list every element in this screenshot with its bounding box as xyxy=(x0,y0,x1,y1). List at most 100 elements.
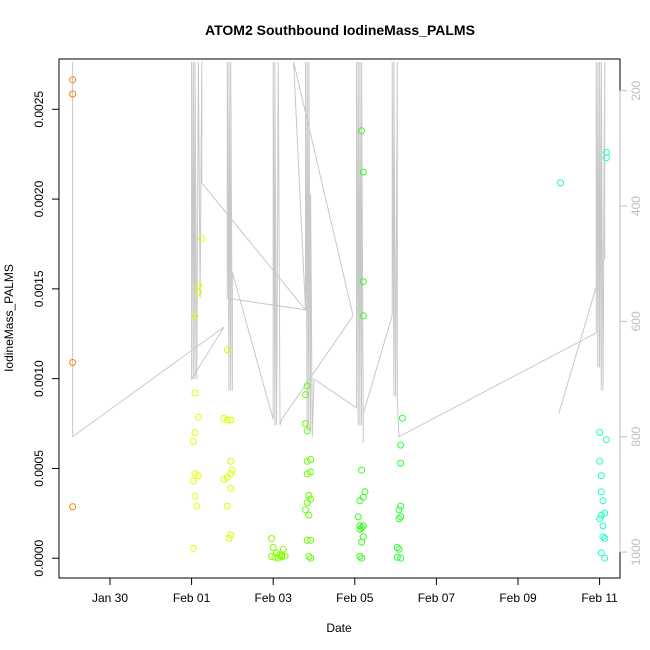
data-point xyxy=(356,497,364,505)
data-point xyxy=(307,536,315,544)
data-point xyxy=(305,491,313,499)
x-axis-label: Date xyxy=(326,621,352,635)
data-point xyxy=(268,552,275,560)
data-point xyxy=(227,457,235,465)
data-point xyxy=(227,416,235,424)
data-point xyxy=(220,475,228,483)
data-point xyxy=(194,472,202,480)
data-point xyxy=(597,472,605,480)
data-point xyxy=(69,359,77,366)
data-point xyxy=(271,553,279,561)
data-point xyxy=(189,477,197,485)
data-point xyxy=(191,312,199,320)
data-point xyxy=(393,553,401,561)
data-point xyxy=(225,535,233,542)
data-point xyxy=(358,554,366,562)
data-point xyxy=(69,76,77,84)
data-point xyxy=(303,470,311,478)
data-point xyxy=(191,492,199,500)
data-point xyxy=(596,515,604,523)
x-axis: Jan 30 Feb 01 Feb 03 Feb 05 Feb 07 Feb 09 Feb … xyxy=(92,577,618,605)
data-point xyxy=(596,457,604,465)
data-point xyxy=(269,544,277,551)
x-tick-label: Feb 11 xyxy=(581,591,618,605)
y-axis-label: IodineMass_PALMS xyxy=(2,264,16,372)
data-point xyxy=(220,414,228,422)
data-point xyxy=(193,502,201,510)
data-point xyxy=(191,429,199,436)
data-point xyxy=(359,168,367,176)
plot-frame xyxy=(58,58,621,579)
data-point xyxy=(596,429,604,436)
data-point xyxy=(307,495,315,503)
data-point xyxy=(228,466,236,474)
data-point xyxy=(354,513,362,521)
right-tick-label: 200 xyxy=(629,80,643,100)
data-point xyxy=(227,531,235,539)
data-point xyxy=(303,382,311,390)
data-point xyxy=(189,438,197,445)
y-tick-label: 0.0010 xyxy=(32,360,46,397)
data-point xyxy=(358,538,366,546)
data-point xyxy=(194,281,202,289)
data-point xyxy=(194,413,202,421)
data-point xyxy=(358,466,366,474)
data-point xyxy=(305,511,313,519)
data-point xyxy=(602,148,610,156)
y-tick-label: 0.0020 xyxy=(32,180,46,217)
data-point xyxy=(307,456,315,463)
data-point xyxy=(597,511,605,519)
x-tick-label: Jan 30 xyxy=(92,591,128,605)
data-point xyxy=(303,427,311,435)
data-point xyxy=(305,552,313,560)
data-point xyxy=(601,509,609,517)
data-point xyxy=(307,468,315,476)
data-point xyxy=(279,545,287,553)
data-point xyxy=(397,459,405,467)
data-point xyxy=(189,544,197,552)
right-tick-label: 600 xyxy=(629,311,643,331)
data-point xyxy=(223,502,231,510)
data-point xyxy=(397,554,405,562)
data-point xyxy=(69,90,77,98)
data-point xyxy=(602,154,610,162)
data-point xyxy=(599,533,607,541)
altitude-line xyxy=(72,61,606,443)
data-point xyxy=(356,522,364,530)
data-point xyxy=(191,389,199,397)
data-point xyxy=(395,506,403,514)
data-point xyxy=(359,278,367,286)
data-point xyxy=(557,179,564,187)
data-point xyxy=(302,391,309,399)
data-point xyxy=(227,484,235,492)
data-point xyxy=(397,441,405,449)
data-point xyxy=(307,554,315,562)
data-point xyxy=(597,549,605,557)
data-point xyxy=(601,554,609,562)
data-point xyxy=(395,545,403,553)
data-point xyxy=(393,544,401,551)
data-point xyxy=(599,522,607,530)
right-tick-label: 1000 xyxy=(629,538,643,565)
data-point xyxy=(223,346,231,354)
data-point xyxy=(398,414,406,422)
data-point xyxy=(397,513,405,521)
y-tick-label: 0.0005 xyxy=(32,450,46,487)
data-point xyxy=(597,488,605,496)
y-tick-label: 0.0015 xyxy=(32,270,46,307)
data-point xyxy=(223,416,231,424)
data-point xyxy=(302,420,309,428)
data-point xyxy=(198,235,206,243)
data-point xyxy=(303,457,311,465)
x-tick-label: Feb 09 xyxy=(499,591,537,605)
right-axis: 200 400 600 800 1000 xyxy=(619,80,643,565)
data-point xyxy=(599,497,607,505)
data-point xyxy=(356,526,364,533)
data-point xyxy=(278,553,286,561)
data-point xyxy=(227,470,235,478)
y-axis: 0.0000 0.0005 0.0010 0.0015 0.0020 0.0025 xyxy=(32,91,60,577)
data-point xyxy=(191,470,199,478)
data-point xyxy=(397,502,405,510)
right-tick-label: 800 xyxy=(629,426,643,446)
data-point xyxy=(358,127,366,135)
